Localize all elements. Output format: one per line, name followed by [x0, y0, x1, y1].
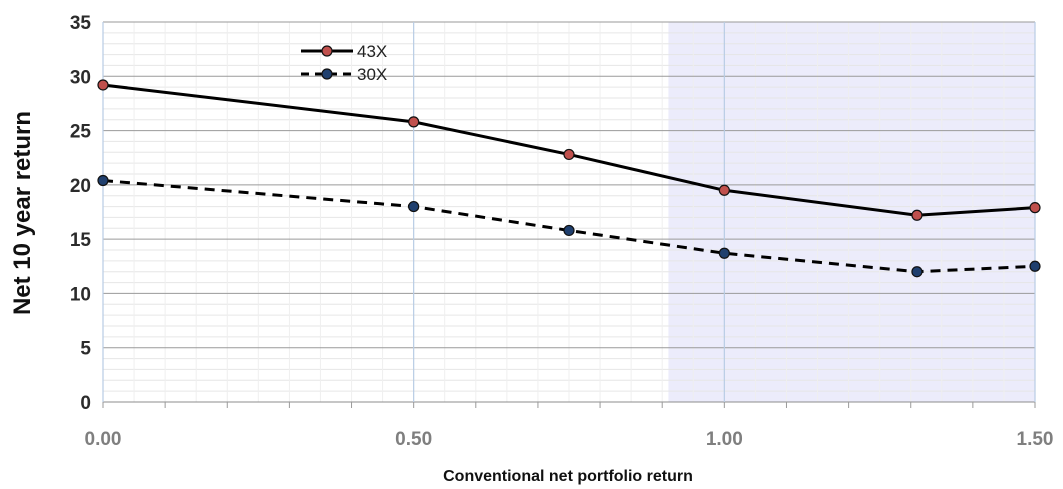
series-line [102, 83, 1036, 217]
x-tick-label: 0.00 [85, 429, 122, 450]
minor-gridlines [103, 22, 1035, 402]
y-axis-ticks: 0 5 10 15 20 25 30 35 [70, 13, 92, 414]
y-tick-label: 35 [70, 13, 92, 34]
y-axis-label: Net 10 year return [9, 111, 36, 315]
x-tick-label: 0.50 [395, 429, 432, 450]
y-tick-label: 20 [70, 176, 91, 197]
data-point [97, 174, 109, 187]
data-point [718, 247, 730, 259]
x-axis-ticks: 0.00 0.50 1.00 1.50 [85, 429, 1054, 450]
y-tick-label: 15 [70, 230, 92, 251]
major-gridlines [102, 21, 1036, 408]
y-tick-label: 10 [70, 284, 91, 305]
series-43X [97, 79, 1041, 221]
y-tick-label: 0 [80, 393, 91, 414]
data-point [563, 224, 575, 237]
data-point [97, 79, 109, 91]
y-tick-label: 25 [70, 122, 92, 143]
data-point [911, 266, 923, 278]
data-point [1029, 202, 1041, 214]
legend-marker [321, 68, 333, 80]
x-axis-label: Conventional net portfolio return [443, 468, 693, 485]
data-point [911, 209, 923, 221]
data-point [408, 200, 420, 213]
y-tick-label: 30 [70, 67, 91, 88]
data-point [718, 184, 730, 196]
x-tick-label: 1.00 [706, 429, 743, 450]
legend-label: 30X [357, 65, 387, 84]
x-tick-label: 1.50 [1017, 429, 1054, 450]
y-tick-label: 5 [80, 339, 91, 360]
data-point [1029, 260, 1041, 272]
data-point [408, 116, 420, 128]
legend-marker [321, 45, 333, 57]
series-30X [97, 174, 1041, 278]
series-layer [97, 79, 1041, 278]
series-line [102, 179, 1036, 274]
data-point [563, 148, 575, 161]
legend-label: 43X [357, 42, 387, 61]
